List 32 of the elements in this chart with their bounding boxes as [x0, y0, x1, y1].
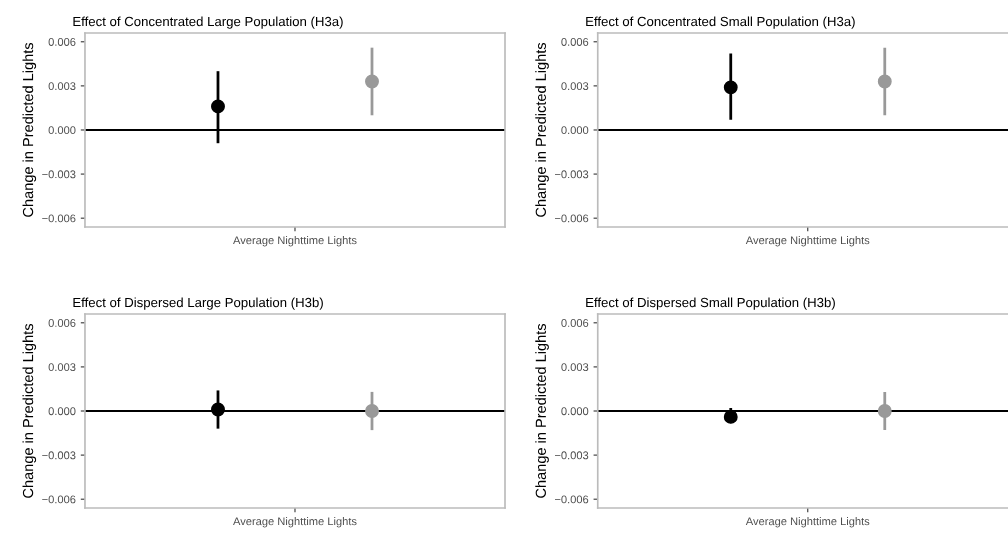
y-tick-label: 0.000 [48, 407, 76, 416]
y-axis-title: Change in Predicted Lights [22, 323, 37, 498]
chart-title: Effect of Dispersed Small Population (H3b) [586, 297, 835, 310]
y-tick-label: −0.003 [42, 170, 76, 179]
x-tick-label: Average Nighttime Lights [233, 517, 357, 528]
x-tick-label: Average Nighttime Lights [745, 236, 870, 247]
y-tick-label: −0.003 [554, 451, 589, 460]
x-tick-label: Average Nighttime Lights [233, 236, 357, 247]
y-tick-label: 0.000 [48, 126, 76, 135]
y-tick-label: 0.003 [561, 82, 589, 91]
y-tick-label: −0.003 [554, 170, 589, 179]
y-tick-label: −0.003 [42, 451, 76, 460]
chart-title: Effect of Concentrated Small Population (H3a) [586, 16, 855, 29]
y-tick-label: −0.006 [42, 214, 76, 223]
chart-title: Effect of Dispersed Large Population (H3b) [73, 297, 323, 310]
y-tick-label: 0.000 [561, 126, 589, 135]
y-tick-label: −0.006 [42, 495, 76, 504]
chart-title: Effect of Concentrated Large Population (H3a) [73, 16, 343, 29]
y-tick-label: 0.006 [561, 38, 589, 46]
y-tick-label: −0.006 [554, 214, 589, 223]
y-axis-title: Change in Predicted Lights [535, 42, 549, 217]
y-tick-label: −0.006 [554, 495, 589, 504]
y-tick-label: 0.006 [48, 319, 76, 327]
y-tick-label: 0.003 [48, 363, 76, 372]
y-tick-label: 0.006 [48, 38, 76, 46]
y-tick-label: 0.003 [48, 82, 76, 91]
y-axis-title: Change in Predicted Lights [22, 42, 37, 217]
y-tick-label: 0.006 [561, 319, 589, 327]
y-axis-title: Change in Predicted Lights [535, 323, 549, 498]
y-tick-label: 0.000 [561, 407, 589, 416]
y-tick-label: 0.003 [561, 363, 589, 372]
x-tick-label: Average Nighttime Lights [745, 517, 870, 528]
